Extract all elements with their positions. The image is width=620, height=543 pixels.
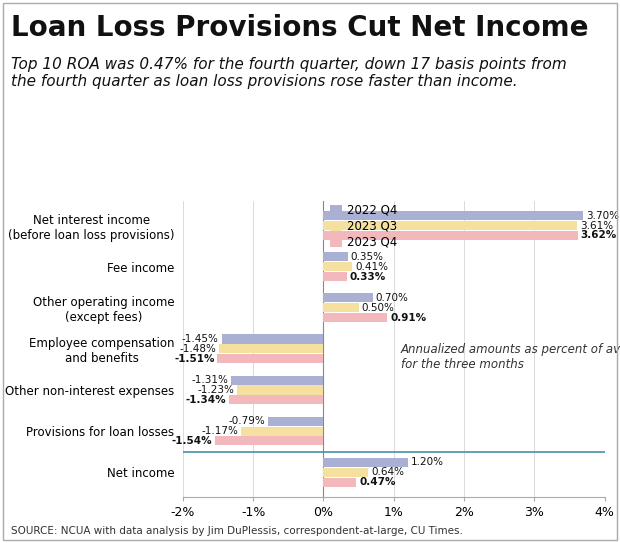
Bar	[324, 252, 348, 261]
Text: -1.23%: -1.23%	[197, 385, 234, 395]
Text: SOURCE: NCUA with data analysis by Jim DuPlessis, correspondent-at-large, CU Tim: SOURCE: NCUA with data analysis by Jim D…	[11, 527, 463, 536]
Bar	[218, 354, 324, 363]
Bar	[324, 231, 578, 240]
Text: -1.54%: -1.54%	[172, 436, 213, 446]
Bar	[324, 262, 352, 271]
Text: 3.70%: 3.70%	[587, 211, 619, 220]
Bar	[324, 293, 373, 302]
Legend: 2022 Q4, 2023 Q3, 2023 Q4: 2022 Q4, 2023 Q3, 2023 Q4	[330, 204, 397, 249]
Text: 0.47%: 0.47%	[359, 477, 396, 487]
Text: -1.34%: -1.34%	[186, 395, 226, 405]
Text: 0.64%: 0.64%	[371, 467, 404, 477]
Bar	[221, 334, 324, 344]
Bar	[324, 272, 347, 281]
Bar	[229, 395, 324, 405]
Bar	[231, 376, 324, 384]
Bar	[268, 416, 324, 426]
Text: Top 10 ROA was 0.47% for the fourth quarter, down 17 basis points from
the fourt: Top 10 ROA was 0.47% for the fourth quar…	[11, 57, 567, 90]
Text: -0.79%: -0.79%	[228, 416, 265, 426]
Bar	[237, 386, 324, 395]
Text: -1.45%: -1.45%	[182, 334, 219, 344]
Text: Loan Loss Provisions Cut Net Income: Loan Loss Provisions Cut Net Income	[11, 14, 588, 42]
Text: 3.61%: 3.61%	[580, 220, 613, 231]
Bar	[324, 458, 408, 467]
Text: 0.91%: 0.91%	[390, 313, 427, 323]
Bar	[324, 477, 356, 487]
Text: 3.62%: 3.62%	[580, 230, 617, 241]
Text: 0.70%: 0.70%	[376, 293, 409, 303]
Bar	[219, 344, 324, 353]
Text: 0.50%: 0.50%	[361, 303, 394, 313]
Bar	[241, 427, 324, 435]
Text: -1.31%: -1.31%	[192, 375, 229, 385]
Text: -1.17%: -1.17%	[202, 426, 239, 436]
Bar	[324, 313, 388, 322]
Bar	[324, 211, 583, 220]
Text: 1.20%: 1.20%	[410, 457, 443, 468]
Text: 0.33%: 0.33%	[350, 272, 386, 281]
Text: Annualized amounts as percent of average assets
for the three months: Annualized amounts as percent of average…	[401, 343, 620, 371]
Bar	[215, 437, 324, 445]
Text: -1.48%: -1.48%	[180, 344, 216, 354]
Bar	[324, 303, 358, 312]
Text: 0.41%: 0.41%	[355, 262, 388, 272]
Bar	[324, 468, 368, 477]
Bar	[324, 221, 577, 230]
Text: -1.51%: -1.51%	[174, 353, 215, 364]
Text: 0.35%: 0.35%	[351, 252, 384, 262]
